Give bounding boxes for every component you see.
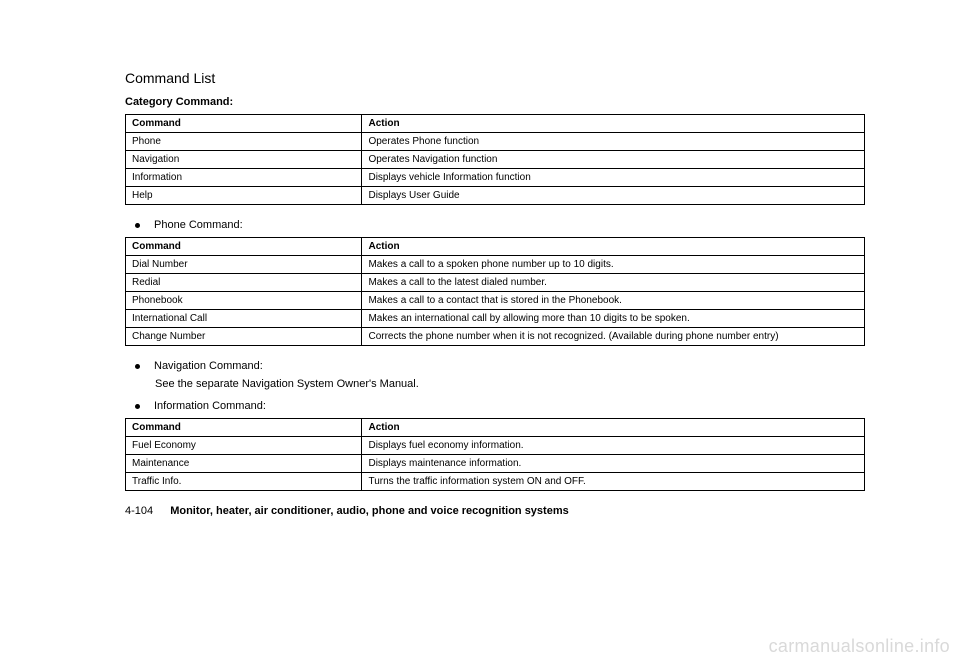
bullet-icon [135, 223, 140, 228]
table-row: Navigation Operates Navigation function [126, 151, 865, 169]
table-row: Phone Operates Phone function [126, 133, 865, 151]
table-row: Command Action [126, 419, 865, 437]
cell-action: Displays maintenance information. [362, 455, 865, 473]
table-row: Traffic Info. Turns the traffic informat… [126, 473, 865, 491]
table-row: Phonebook Makes a call to a contact that… [126, 292, 865, 310]
page-number: 4-104 [125, 505, 153, 517]
bullet-information-command: Information Command: [135, 400, 865, 412]
navigation-subtext: See the separate Navigation System Owner… [155, 378, 865, 390]
cell-action: Makes an international call by allowing … [362, 310, 865, 328]
table-header-action: Action [362, 238, 865, 256]
cell-action: Displays vehicle Information function [362, 169, 865, 187]
table-row: Fuel Economy Displays fuel economy infor… [126, 437, 865, 455]
table-row: Dial Number Makes a call to a spoken pho… [126, 256, 865, 274]
section-title: Monitor, heater, air conditioner, audio,… [170, 505, 569, 517]
cell-command: Navigation [126, 151, 362, 169]
table-row: Maintenance Displays maintenance informa… [126, 455, 865, 473]
table-header-action: Action [362, 115, 865, 133]
cell-command: Phone [126, 133, 362, 151]
page-footer: 4-104 Monitor, heater, air conditioner, … [125, 505, 865, 517]
cell-command: International Call [126, 310, 362, 328]
table-header-command: Command [126, 419, 362, 437]
cell-action: Makes a call to a spoken phone number up… [362, 256, 865, 274]
cell-action: Corrects the phone number when it is not… [362, 328, 865, 346]
bullet-phone-command: Phone Command: [135, 219, 865, 231]
watermark: carmanualsonline.info [769, 636, 950, 657]
phone-command-table: Command Action Dial Number Makes a call … [125, 237, 865, 346]
heading-command-list: Command List [125, 70, 865, 86]
table-row: Redial Makes a call to the latest dialed… [126, 274, 865, 292]
cell-command: Information [126, 169, 362, 187]
label-category-command: Category Command: [125, 96, 865, 108]
table-row: Change Number Corrects the phone number … [126, 328, 865, 346]
cell-command: Fuel Economy [126, 437, 362, 455]
table-row: Help Displays User Guide [126, 187, 865, 205]
cell-command: Redial [126, 274, 362, 292]
bullet-icon [135, 364, 140, 369]
information-command-table: Command Action Fuel Economy Displays fue… [125, 418, 865, 491]
table-header-action: Action [362, 419, 865, 437]
table-row: Command Action [126, 115, 865, 133]
table-row: Information Displays vehicle Information… [126, 169, 865, 187]
cell-action: Displays fuel economy information. [362, 437, 865, 455]
cell-action: Turns the traffic information system ON … [362, 473, 865, 491]
cell-action: Operates Phone function [362, 133, 865, 151]
cell-action: Makes a call to a contact that is stored… [362, 292, 865, 310]
cell-command: Maintenance [126, 455, 362, 473]
cell-action: Operates Navigation function [362, 151, 865, 169]
cell-action: Makes a call to the latest dialed number… [362, 274, 865, 292]
bullet-navigation-command: Navigation Command: [135, 360, 865, 372]
cell-command: Change Number [126, 328, 362, 346]
bullet-label: Information Command: [154, 400, 266, 412]
bullet-label: Navigation Command: [154, 360, 263, 372]
cell-command: Traffic Info. [126, 473, 362, 491]
bullet-label: Phone Command: [154, 219, 243, 231]
cell-command: Phonebook [126, 292, 362, 310]
table-header-command: Command [126, 115, 362, 133]
bullet-icon [135, 404, 140, 409]
table-row: International Call Makes an internationa… [126, 310, 865, 328]
table-header-command: Command [126, 238, 362, 256]
cell-action: Displays User Guide [362, 187, 865, 205]
category-command-table: Command Action Phone Operates Phone func… [125, 114, 865, 205]
cell-command: Dial Number [126, 256, 362, 274]
table-row: Command Action [126, 238, 865, 256]
manual-page: Command List Category Command: Command A… [0, 0, 960, 517]
cell-command: Help [126, 187, 362, 205]
